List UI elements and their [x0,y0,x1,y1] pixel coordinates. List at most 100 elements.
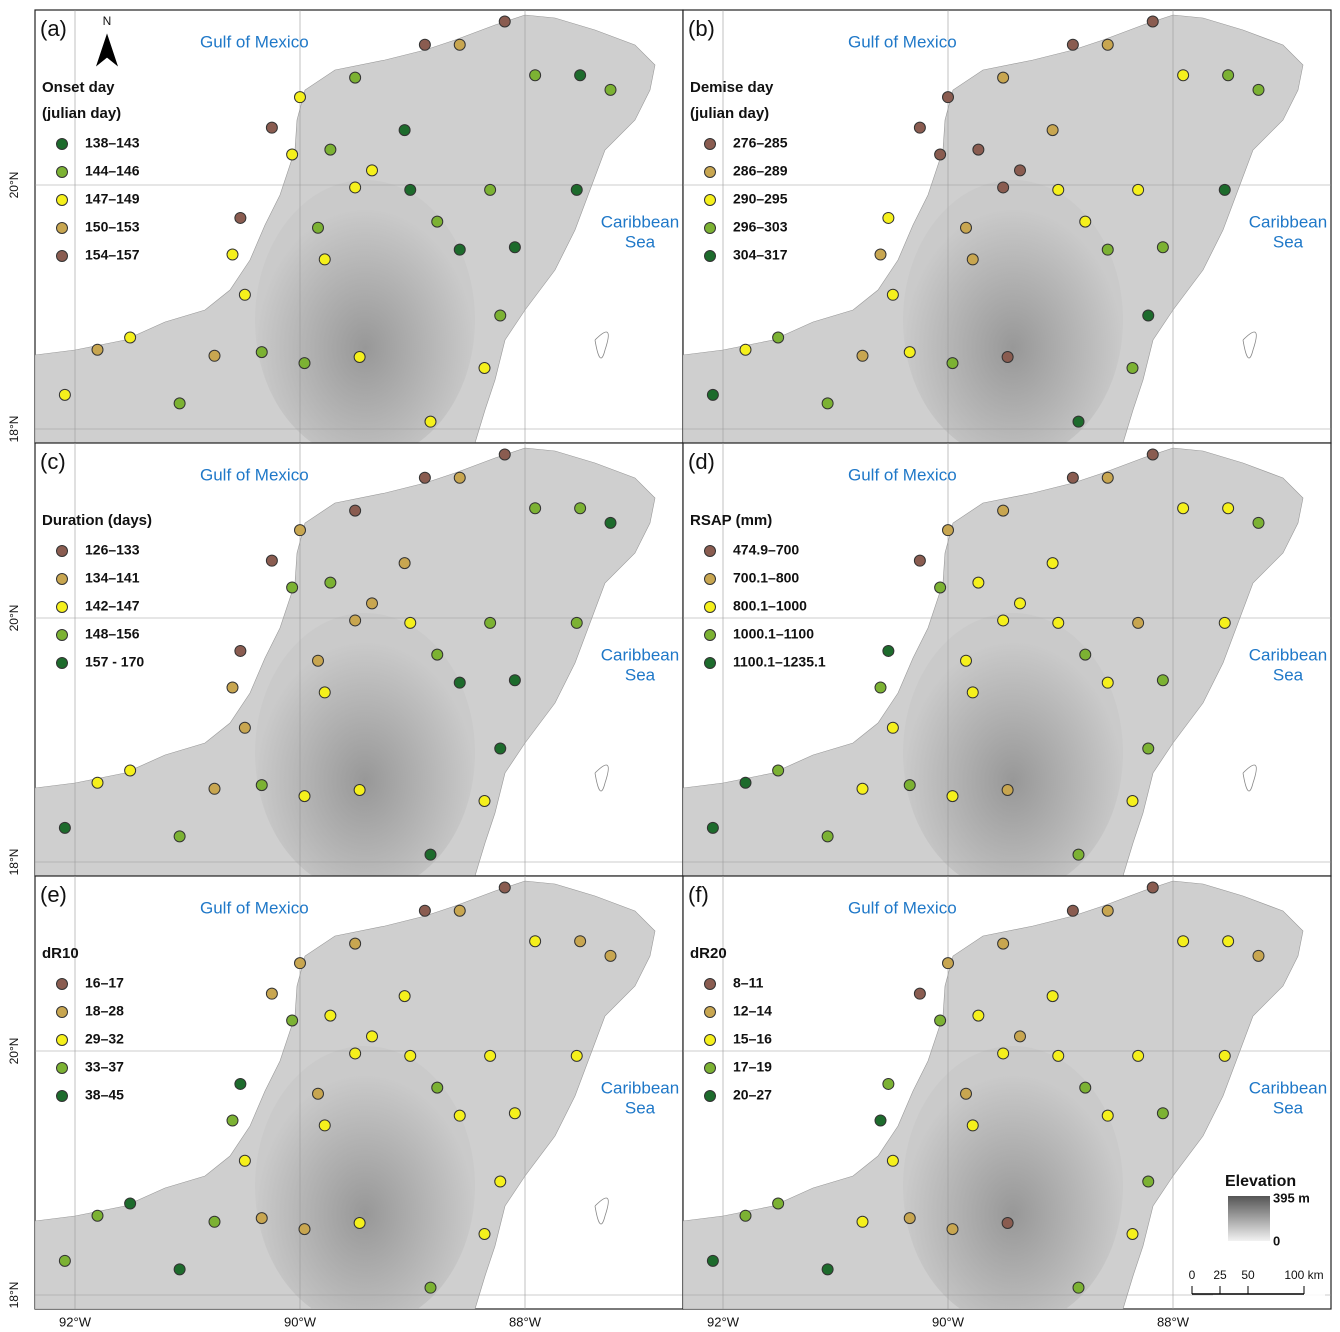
legend-swatch [57,251,68,262]
station [209,350,220,361]
station [125,765,136,776]
station [319,254,330,265]
station [239,289,250,300]
station [454,1110,465,1121]
station [1053,184,1064,195]
legend-label: 286–289 [733,163,788,179]
legend-label: 157 - 170 [85,654,144,670]
station [432,1082,443,1093]
station [1127,363,1138,374]
station [350,938,361,949]
legend-swatch [705,139,716,150]
legend-swatch [57,167,68,178]
panel-label: (b) [688,16,715,41]
station [943,958,954,969]
station [973,144,984,155]
station [1053,1050,1064,1061]
station [575,503,586,514]
station [1143,1176,1154,1187]
station [1067,39,1078,50]
caribbean-label: Caribbean [1249,645,1327,664]
station [1047,558,1058,569]
legend-title: (julian day) [690,105,769,122]
legend-label: 142–147 [85,598,140,614]
station [904,347,915,358]
station [256,347,267,358]
lat-label: 20°N [7,605,21,632]
station [499,449,510,460]
station [454,244,465,255]
station [495,743,506,754]
station [1047,991,1058,1002]
gulf-label: Gulf of Mexico [848,898,957,917]
station [92,344,103,355]
station [1219,184,1230,195]
map-panel: (b)Gulf of MexicoCaribbeanSeaDemise day(… [683,10,1331,460]
station [1102,677,1113,688]
legend-title: dR10 [42,945,79,962]
lon-label: 92°W [59,1314,92,1329]
station [1015,165,1026,176]
legend-title: Onset day [42,79,115,96]
legend-label: 15–16 [733,1031,772,1047]
legend-swatch [705,574,716,585]
station [432,216,443,227]
station [227,682,238,693]
station [405,1050,416,1061]
station [299,791,310,802]
legend-swatch [705,1063,716,1074]
panel-label: (c) [40,449,66,474]
legend-label: 148–156 [85,626,140,642]
elevation-max: 395 m [1273,1190,1310,1205]
station [1143,743,1154,754]
station [287,582,298,593]
legend-swatch [57,195,68,206]
station [961,655,972,666]
station [239,722,250,733]
legend-swatch [705,602,716,613]
legend-title: RSAP (mm) [690,512,772,529]
station [479,796,490,807]
station [914,555,925,566]
station [1223,70,1234,81]
legend-label: 134–141 [85,570,140,586]
station [875,249,886,260]
station [822,398,833,409]
station [125,1198,136,1209]
station [509,242,520,253]
station [325,1010,336,1021]
legend-label: 474.9–700 [733,542,799,558]
station [1067,905,1078,916]
legend-label: 1000.1–1100 [733,626,814,642]
station [479,363,490,374]
panel-label: (f) [688,882,709,907]
legend-title: (julian day) [42,105,121,122]
station [1219,1050,1230,1061]
station [1143,310,1154,321]
station [571,1050,582,1061]
legend-swatch [57,658,68,669]
legend-label: 304–317 [733,247,788,263]
station [1102,905,1113,916]
station [883,645,894,656]
station [350,182,361,193]
station [1127,1229,1138,1240]
station [419,472,430,483]
legend-swatch [57,223,68,234]
station [1133,617,1144,628]
legend-label: 33–37 [85,1059,124,1075]
legend-swatch [57,1035,68,1046]
station [605,950,616,961]
station [313,222,324,233]
legend-label: 700.1–800 [733,570,799,586]
lon-label: 90°W [932,1314,965,1329]
station [914,988,925,999]
station [935,582,946,593]
station [174,1264,185,1275]
station [1253,84,1264,95]
station [1147,882,1158,893]
station [935,149,946,160]
station [209,1216,220,1227]
station [419,39,430,50]
legend-swatch [57,1091,68,1102]
